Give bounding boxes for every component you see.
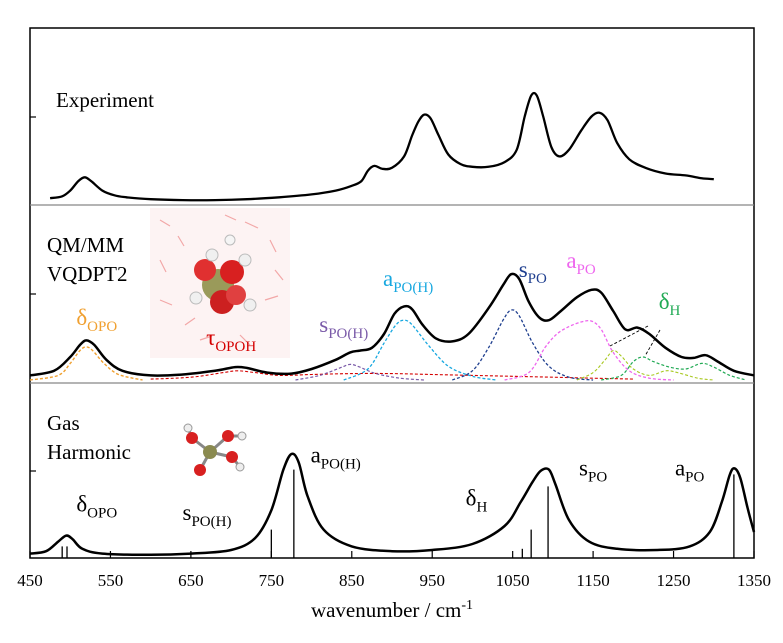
x-tick-label: 750 bbox=[259, 571, 285, 590]
component-line bbox=[452, 309, 594, 381]
x-tick-label: 650 bbox=[178, 571, 204, 590]
component-line bbox=[295, 363, 425, 381]
peak-annotation: δOPO bbox=[76, 305, 117, 335]
peak-annotation: δH bbox=[659, 289, 681, 319]
peak-annotation: sPO bbox=[579, 456, 607, 486]
component-line bbox=[150, 370, 634, 380]
panel-label-line-1: Gas bbox=[47, 411, 80, 435]
peak-annotation: aPO(H) bbox=[311, 442, 361, 472]
panel-label-line-1: QM/MM bbox=[47, 233, 124, 257]
x-axis-label-sup: -1 bbox=[461, 598, 473, 613]
panel-qmmm: QM/MM VQDPT2 δOPO τOPOH sPO(H) aPO(H) sPO aPO… bbox=[29, 208, 755, 381]
x-tick-label: 1350 bbox=[737, 571, 771, 590]
peak-annotation: δOPO bbox=[76, 492, 117, 522]
peak-annotation: sPO bbox=[519, 257, 547, 287]
peak-annotation: τOPOH bbox=[206, 325, 256, 355]
peak-annotation: sPO(H) bbox=[319, 312, 368, 342]
peak-annotation: aPO(H) bbox=[383, 266, 433, 296]
x-axis: 450 550 650 750 850 950 1050 1150 1250 1350 bbox=[17, 551, 771, 590]
component-line bbox=[504, 319, 674, 381]
panel-label-line-2: VQDPT2 bbox=[47, 262, 128, 286]
component-line bbox=[343, 319, 497, 381]
x-tick-label: 850 bbox=[339, 571, 365, 590]
panel-label-gas: Gas Harmonic bbox=[47, 411, 131, 464]
plot-frame bbox=[29, 27, 755, 559]
spectrum-line bbox=[29, 452, 756, 557]
y-ticks bbox=[30, 116, 36, 472]
x-tick-label: 1050 bbox=[496, 571, 530, 590]
component-line bbox=[576, 349, 714, 381]
panel-gas: Gas Harmonic δOPO sPO(H) aPO(H) δH sPO aPO bbox=[29, 411, 756, 558]
x-axis-label: wavenumber / cm-1 bbox=[311, 598, 473, 622]
gas-molecule-atoms bbox=[183, 423, 247, 476]
peak-annotation: δH bbox=[466, 486, 488, 516]
spectrum-line bbox=[29, 272, 755, 377]
x-tick-label: 550 bbox=[98, 571, 124, 590]
x-axis-label-text: wavenumber / cm bbox=[311, 598, 461, 622]
x-tick-label: 950 bbox=[419, 571, 445, 590]
spectrum-line bbox=[49, 91, 714, 202]
panel-label-experiment: Experiment bbox=[56, 88, 154, 112]
panel-label-qmmm: QM/MM VQDPT2 bbox=[47, 233, 129, 286]
x-tick-label: 450 bbox=[17, 571, 43, 590]
panel-label-line-2: Harmonic bbox=[47, 440, 131, 464]
peak-annotation: aPO bbox=[675, 456, 705, 486]
peak-annotation: sPO(H) bbox=[183, 500, 232, 530]
qmmm-molecule-image bbox=[150, 208, 290, 358]
component-line bbox=[29, 346, 143, 381]
peak-annotation: aPO bbox=[566, 248, 596, 278]
panel-experiment: Experiment bbox=[49, 88, 714, 202]
x-tick-label: 1250 bbox=[657, 571, 691, 590]
x-tick-label: 1150 bbox=[576, 571, 609, 590]
